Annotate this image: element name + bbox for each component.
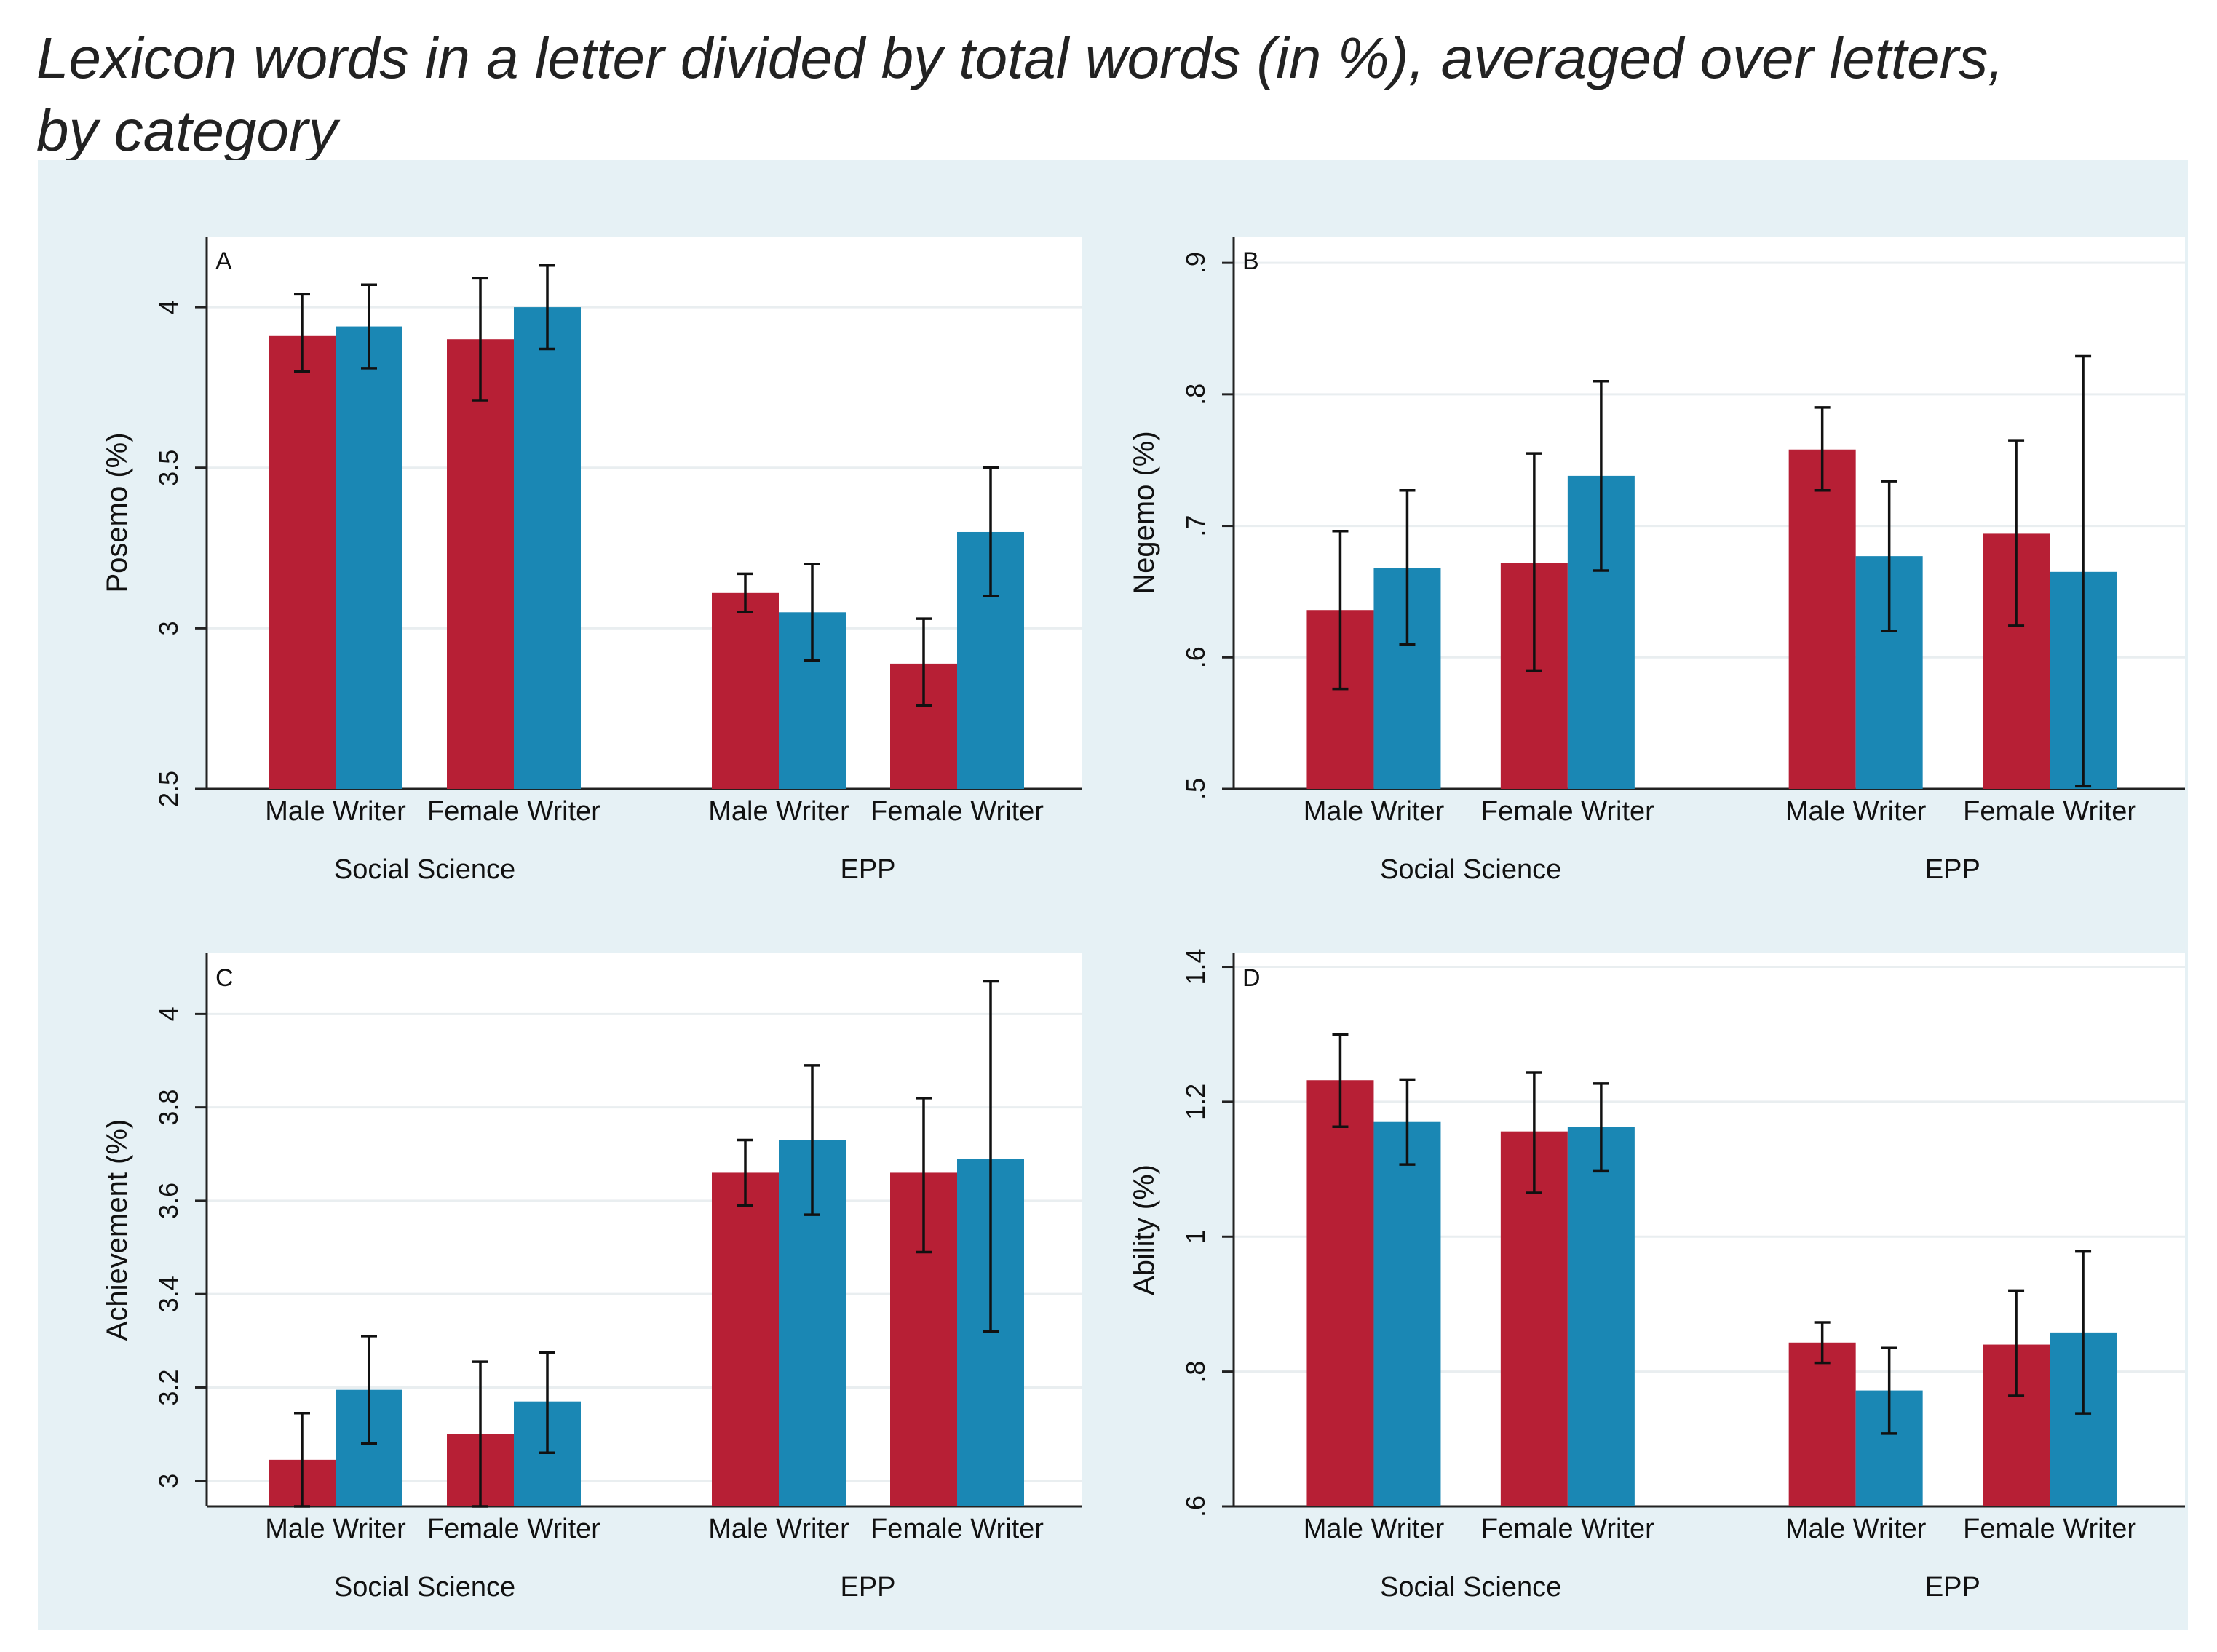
x-category-label: Male Writer: [1785, 1514, 1927, 1544]
y-tick-label: .8: [1181, 384, 1210, 405]
y-tick-label: 4: [154, 300, 183, 314]
x-group-label: Social Science: [334, 1572, 515, 1603]
y-tick-label: 3.4: [154, 1276, 183, 1312]
panel-letter: C: [215, 964, 234, 992]
x-category-label: Male Writer: [265, 796, 406, 827]
bar-red: [1788, 1342, 1856, 1506]
y-tick-label: .7: [1181, 515, 1210, 537]
bar-blue: [1567, 1127, 1635, 1506]
x-group-label: EPP: [840, 1572, 895, 1603]
chart-panel-b: .5 .6 .7 .8 .9 B Negemo (%) Male Writer Female W…: [1128, 237, 2185, 885]
x-group-label: EPP: [1925, 854, 1980, 885]
x-category-label: Female Writer: [1481, 796, 1654, 827]
bar-blue: [514, 307, 581, 789]
chart-title: Lexicon words in a letter divided by tot…: [36, 22, 2213, 167]
panel-letter: B: [1242, 247, 1259, 275]
bar-blue: [336, 326, 402, 790]
y-tick-label: .9: [1181, 252, 1210, 274]
y-tick-label: 3: [154, 1474, 183, 1488]
y-tick-label: 4: [154, 1006, 183, 1021]
y-tick-label: .5: [1181, 778, 1210, 800]
y-axis-title: Achievement (%): [101, 1119, 133, 1341]
chart-panel-d: .6 .8 1 1.2 1.4 D Ability (%) Male Writer Female…: [1128, 949, 2185, 1603]
y-axis-title: Posemo (%): [101, 432, 133, 592]
y-tick-label: 2.5: [154, 771, 183, 807]
x-category-label: Male Writer: [1785, 796, 1927, 827]
x-category-label: Male Writer: [1304, 1514, 1445, 1544]
bar-red: [269, 335, 336, 789]
x-category-label: Female Writer: [1481, 1514, 1654, 1544]
y-tick-label: .6: [1181, 1496, 1210, 1517]
y-axis-title: Ability (%): [1128, 1164, 1160, 1295]
x-group-label: EPP: [840, 854, 895, 885]
y-tick-label: .6: [1181, 646, 1210, 668]
x-category-label: Female Writer: [427, 796, 600, 827]
panel-letter: D: [1242, 964, 1261, 992]
x-group-label: Social Science: [1380, 1572, 1561, 1603]
chart-title-line-1: Lexicon words in a letter divided by tot…: [36, 25, 2004, 90]
chart-panel-c: 3 3.2 3.4 3.6 3.8 4 C Achievement (%) Male Write…: [101, 953, 1082, 1603]
y-tick-label: 1.4: [1181, 949, 1210, 985]
plot-area: 2.5 3 3.5 4 A Posemo (%) Male Writer Female Wri…: [38, 160, 2188, 1630]
x-category-label: Female Writer: [870, 796, 1044, 827]
x-category-label: Male Writer: [708, 1514, 849, 1544]
bar-red: [712, 1172, 779, 1506]
x-group-label: Social Science: [1380, 854, 1561, 885]
bar-red: [447, 339, 514, 789]
x-category-label: Male Writer: [265, 1514, 406, 1544]
y-tick-label: 3.6: [154, 1183, 183, 1219]
x-category-label: Female Writer: [1963, 796, 2136, 827]
y-axis-title: Negemo (%): [1128, 431, 1160, 595]
y-tick-label: 1.2: [1181, 1084, 1210, 1120]
y-tick-label: .8: [1181, 1361, 1210, 1383]
x-category-label: Female Writer: [427, 1514, 600, 1544]
x-category-label: Male Writer: [708, 796, 849, 827]
y-tick-label: 3.5: [154, 450, 183, 486]
bar-red: [1306, 1080, 1374, 1506]
x-category-label: Female Writer: [870, 1514, 1044, 1544]
panel-letter: A: [215, 247, 232, 275]
x-group-label: Social Science: [334, 854, 515, 885]
y-tick-label: 3.2: [154, 1369, 183, 1405]
bar-blue: [1373, 1121, 1441, 1506]
y-tick-label: 3: [154, 621, 183, 635]
x-category-label: Female Writer: [1963, 1514, 2136, 1544]
y-tick-label: 3.8: [154, 1089, 183, 1126]
chart-panel-a: 2.5 3 3.5 4 A Posemo (%) Male Writer Female Wri…: [101, 237, 1082, 885]
chart-title-line-2: by category: [36, 98, 338, 163]
bar-red: [1788, 449, 1856, 789]
y-tick-label: 1: [1181, 1229, 1210, 1244]
x-group-label: EPP: [1925, 1572, 1980, 1603]
x-category-label: Male Writer: [1304, 796, 1445, 827]
bar-red: [712, 592, 779, 789]
